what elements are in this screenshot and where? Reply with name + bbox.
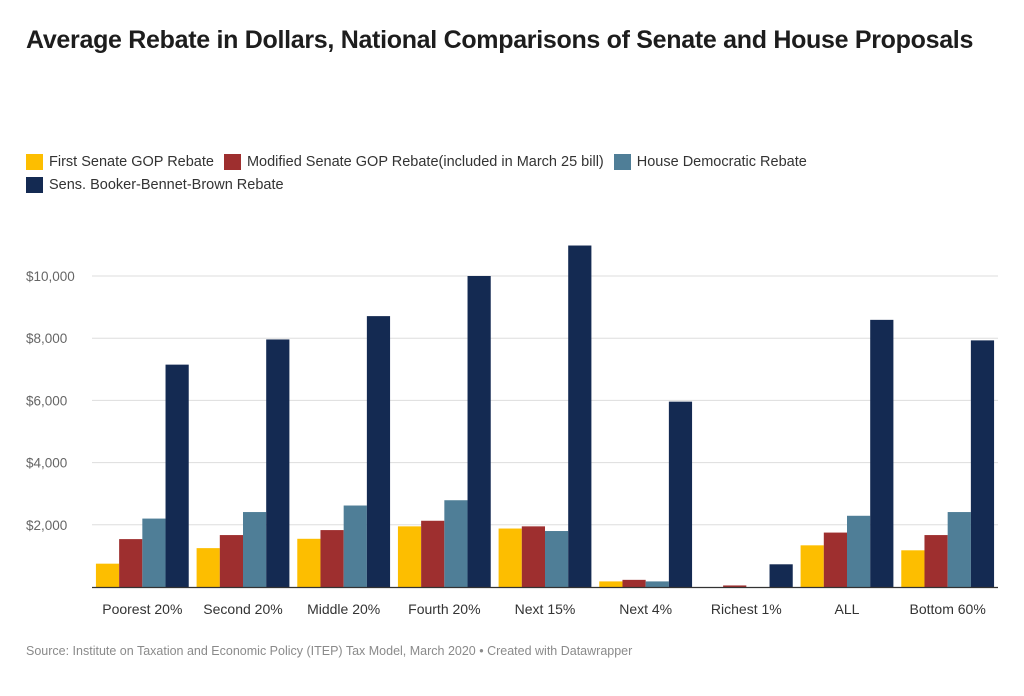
legend-label: Sens. Booker-Bennet-Brown Rebate	[49, 176, 284, 193]
bar	[196, 548, 220, 587]
x-tick-label: Fourth 20%	[408, 601, 480, 617]
x-tick-label: ALL	[835, 601, 860, 617]
bar	[668, 401, 693, 587]
legend-item-first-senate: First Senate GOP Rebate	[26, 153, 214, 170]
chart-title: Average Rebate in Dollars, National Comp…	[26, 26, 974, 54]
legend-item-house-democratic: House Democratic Rebate	[613, 153, 807, 170]
legend-swatch	[613, 153, 631, 170]
bar	[769, 564, 793, 587]
bar	[970, 340, 995, 587]
bar	[119, 539, 143, 587]
y-tick-label: $2,000	[26, 518, 67, 533]
bar	[924, 535, 948, 587]
bar	[467, 276, 491, 587]
bar	[444, 500, 468, 587]
legend-item-booker-bennet-brown: Sens. Booker-Bennet-Brown Rebate	[26, 176, 284, 193]
legend-swatch	[223, 153, 241, 170]
bar-chart: $2,000 $4,000 $6,000 $8,000 $10,000 Poorest 2…	[26, 245, 998, 617]
bar	[219, 535, 243, 587]
bar	[366, 316, 391, 587]
bar	[397, 526, 422, 587]
bar	[165, 364, 189, 587]
x-tick-label: Middle 20%	[307, 601, 380, 617]
y-tick-label: $8,000	[26, 331, 67, 346]
bar	[266, 339, 290, 587]
x-tick-label: Richest 1%	[711, 601, 782, 617]
bar	[142, 518, 166, 587]
legend-swatch	[26, 153, 43, 170]
bar	[297, 538, 321, 587]
x-tick-label: Next 15%	[515, 601, 576, 617]
bar	[622, 579, 646, 587]
bar	[947, 512, 971, 587]
bar	[421, 520, 445, 587]
bar	[723, 585, 747, 587]
x-tick-label: Second 20%	[203, 601, 282, 617]
bar	[823, 532, 847, 587]
legend: First Senate GOP Rebate Modified Senate …	[26, 150, 986, 196]
bar	[95, 563, 120, 587]
x-tick-label: Next 4%	[619, 601, 672, 617]
y-tick-label: $10,000	[26, 269, 75, 284]
bar	[243, 512, 267, 587]
bar	[545, 531, 569, 587]
legend-item-modified-senate: Modified Senate GOP Rebate(included in M…	[223, 153, 604, 170]
x-tick-label: Bottom 60%	[910, 601, 986, 617]
bar	[847, 515, 871, 587]
bar	[498, 528, 522, 587]
legend-label: House Democratic Rebate	[636, 153, 807, 170]
bar	[800, 545, 824, 587]
y-tick-label: $6,000	[26, 393, 67, 408]
legend-label: Modified Senate GOP Rebate(included in M…	[246, 153, 604, 170]
bar	[343, 505, 367, 587]
bar	[901, 550, 925, 587]
legend-swatch	[26, 176, 43, 193]
bar	[521, 526, 545, 587]
bar	[568, 245, 592, 587]
x-tick-label: Poorest 20%	[102, 601, 182, 617]
y-tick-label: $4,000	[26, 456, 67, 471]
legend-label: First Senate GOP Rebate	[49, 153, 214, 170]
bar	[599, 581, 623, 587]
bar	[870, 319, 894, 587]
bar	[645, 581, 669, 587]
bar	[320, 530, 344, 587]
source-footer: Source: Institute on Taxation and Econom…	[26, 644, 633, 658]
